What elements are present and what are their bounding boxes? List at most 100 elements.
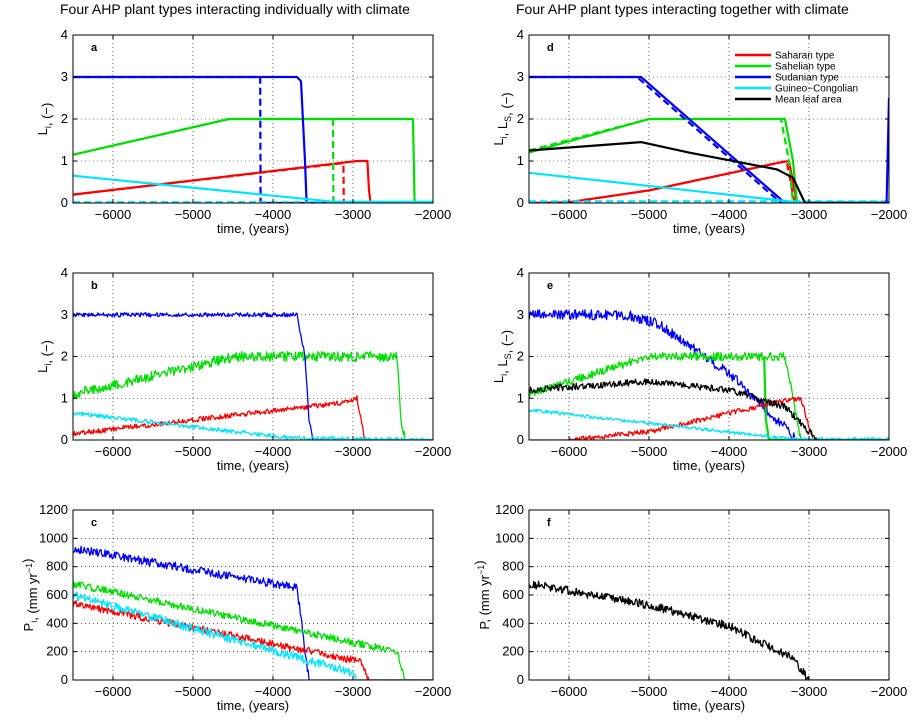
series-line-saharan [73,159,433,203]
x-tick-label: −6000 [551,684,588,699]
y-axis-label-part: i [43,364,53,366]
x-tick-label: −4000 [255,207,292,222]
y-axis-label: Li, (−) [35,340,54,373]
x-tick-label: −5000 [631,444,668,459]
series-line-guineo-congolian [73,411,433,440]
panel-label: e [547,280,553,292]
x-tick-label: −6000 [95,684,132,699]
x-tick-label: −5000 [631,207,668,222]
y-tick-label: 0 [517,195,524,210]
x-axis-label: time, (years) [673,698,745,713]
left-column-title: Four AHP plant types interacting individ… [60,1,410,17]
y-tick-label: 4 [517,27,524,42]
x-tick-label: −2000 [415,444,452,459]
y-tick-label: 0 [61,672,68,687]
y-axis-label-part: , (−) [39,103,54,126]
x-tick-label: −2000 [415,207,452,222]
legend-label: Mean leaf area [775,95,842,106]
y-axis-label: Li, (−) [35,103,54,136]
y-tick-label: 800 [502,559,524,574]
x-axis-label: time, (years) [673,221,745,236]
y-axis-label-part: P [21,623,36,632]
series-line-sahelian [73,581,433,680]
y-tick-label: 1 [61,153,68,168]
y-tick-label: 4 [61,27,68,42]
panel-label: d [547,42,554,54]
panel-e: −6000 −5000 −4000 −3000 −2000 0 1 2 3 4 time, (yea… [491,265,907,473]
y-axis-label-part: ) [472,560,487,564]
panel-label: a [91,42,98,54]
series-line-sudanian [529,75,889,203]
x-tick-label: −5000 [175,207,212,222]
y-tick-label: 3 [61,307,68,322]
y-axis-label-part: ) [20,559,35,563]
x-axis-label: time, (years) [673,458,745,473]
legend-label: Guineo−Congolian [775,84,858,95]
series-line-mean-leaf-area [529,378,889,440]
x-axis-label: time, (years) [217,221,289,236]
y-tick-label: 2 [517,111,524,126]
y-tick-label: 0 [517,672,524,687]
y-tick-label: 800 [46,559,68,574]
y-axis-label-part: L [35,128,50,135]
y-tick-label: 4 [61,265,68,280]
panel-b: −6000 −5000 −4000 −3000 −2000 0 1 2 3 4 time, (yea… [35,265,451,473]
x-tick-label: −2000 [415,684,452,699]
y-tick-label: 0 [61,432,68,447]
series-line-saharan [73,162,433,203]
series-line-guineo-congolian [529,408,889,440]
y-axis-label-part: , (−) [39,340,54,363]
series-line-saharan [73,600,433,680]
y-axis-label-part: i [499,136,509,138]
x-tick-label: −2000 [871,684,908,699]
series-line-sahelian [73,117,433,203]
y-tick-label: 1200 [495,502,524,517]
x-tick-label: −4000 [711,207,748,222]
y-tick-label: 1 [517,390,524,405]
x-tick-label: −6000 [95,444,132,459]
y-axis-label-part: , L [495,359,510,373]
y-axis-label: P, (mm yr−1) [472,560,492,629]
y-axis-label-part: i [499,374,509,376]
y-axis-label-part: L [35,366,50,373]
series-line-saharan [529,396,889,440]
y-axis-label: Pi, (mm yr−1) [20,559,40,632]
y-tick-label: 1200 [39,502,68,517]
series-line-saharan [73,395,433,440]
series-line-mean-leaf-area [529,580,889,680]
y-axis-label-part: S [503,353,513,359]
x-tick-label: −2000 [871,207,908,222]
series-line-sahelian [73,350,433,440]
series-line-saharan [529,159,889,203]
x-tick-label: −2000 [871,444,908,459]
y-axis-label: Li, LS, (−) [491,330,514,383]
legend-label: Saharan type [775,51,835,62]
y-axis-label-part: , (mm yr [25,572,40,620]
panel-f: −6000 −5000 −4000 −3000 −2000 0 200 400 600 800 10… [472,502,907,713]
x-tick-label: −4000 [255,684,292,699]
x-tick-label: −4000 [711,444,748,459]
legend-label: Sudanian type [775,73,839,84]
y-axis-label-part: L [491,376,506,383]
series-line-guineo-congolian [73,591,433,680]
x-tick-label: −3000 [335,207,372,222]
y-tick-label: 400 [502,615,524,630]
series-line-saharan [529,159,889,203]
y-axis-label-part: i [29,621,39,623]
x-axis-label: time, (years) [217,458,289,473]
y-axis-label-part: −1 [476,565,486,575]
x-tick-label: −5000 [175,444,212,459]
series-group [529,309,889,440]
y-tick-label: 0 [61,195,68,210]
x-tick-label: −4000 [711,684,748,699]
panel-d: −6000 −5000 −4000 −3000 −2000 0 1 2 3 4 time, (yea… [491,27,907,236]
x-tick-label: −6000 [551,444,588,459]
y-tick-label: 600 [46,587,68,602]
series-line-sudanian [73,75,433,203]
series-group [529,580,889,680]
panel-c: −6000 −5000 −4000 −3000 −2000 0 200 400 600 800 10… [20,502,451,713]
legend-label: Sahelian type [775,62,836,73]
x-tick-label: −3000 [335,684,372,699]
